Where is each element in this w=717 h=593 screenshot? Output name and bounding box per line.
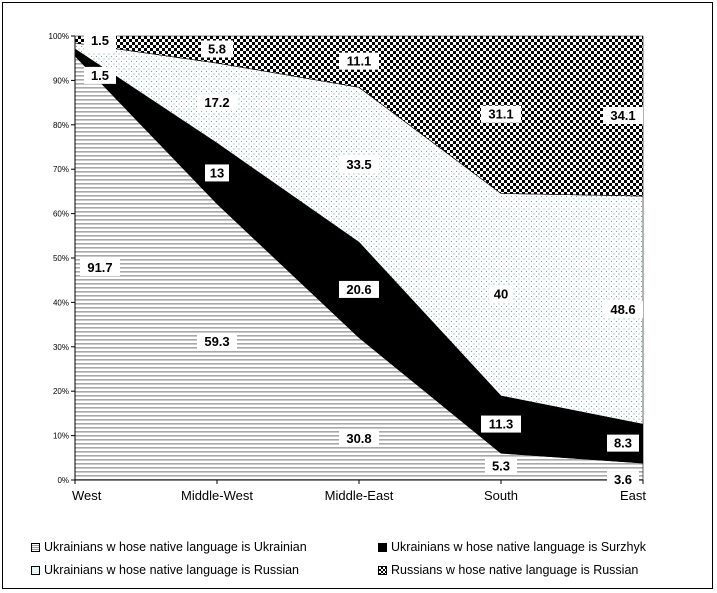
data-label: 33.5 [339, 155, 379, 173]
legend-item-ukrainian-surzhyk: Ukrainians w hose native language is Sur… [378, 540, 646, 554]
stacked-area-chart: 0% 10% 20% 30% 40% 50% 60% 70% 80% 90% 100% West Mi… [49, 32, 646, 503]
data-label-box [489, 285, 513, 303]
legend-swatch [378, 565, 387, 575]
legend-label: Russians w hose native language is Russi… [391, 563, 639, 577]
y-tick-label: 40% [53, 298, 69, 307]
data-label: 8.3 [607, 434, 639, 452]
data-label-text: 59.3 [204, 334, 229, 349]
data-label-box [339, 52, 379, 70]
data-label: 11.1 [339, 52, 379, 70]
data-label-text: 40 [494, 287, 508, 302]
data-label-box [197, 332, 237, 350]
axes [71, 35, 644, 484]
data-label-text: 5.8 [208, 42, 226, 57]
data-label-box [84, 32, 116, 49]
data-label-box [197, 94, 237, 112]
x-tick-label: Middle-East [325, 488, 394, 503]
data-label-text: 11.1 [347, 54, 372, 69]
data-label-text: 13 [210, 165, 224, 180]
data-label: 91.7 [80, 258, 120, 276]
data-label: 1.5 [84, 66, 116, 84]
y-tick-label: 80% [53, 121, 69, 130]
data-label-text: 8.3 [614, 436, 632, 451]
data-label-text: 5.3 [492, 459, 510, 474]
data-label-text: 31.1 [488, 107, 513, 122]
y-tick-label: 30% [53, 343, 69, 352]
data-label: 34.1 [603, 107, 643, 125]
y-axis-tick-labels: 0% 10% 20% 30% 40% 50% 60% 70% 80% 90% 100% [49, 32, 69, 485]
data-label-text: 30.8 [346, 431, 371, 446]
data-label: 20.6 [339, 280, 379, 298]
data-label-text: 17.2 [204, 95, 229, 110]
legend-item-ukrainian-russian: Ukrainians w hose native language is Rus… [31, 563, 299, 577]
legend-item-ukrainian-ukrainian: Ukrainians w hose native language is Ukr… [31, 540, 307, 554]
legend-label: Ukrainians w hose native language is Rus… [44, 563, 300, 577]
data-label: 40 [489, 285, 513, 303]
legend-label: Ukrainians w hose native language is Ukr… [44, 540, 307, 554]
data-label: 31.1 [481, 105, 521, 123]
data-label: 1.5 [84, 32, 116, 49]
data-label-box [80, 258, 120, 276]
data-label-box [205, 164, 229, 182]
legend-item-russian-russian: Russians w hose native language is Russi… [378, 563, 638, 577]
data-label: 3.6 [607, 471, 639, 489]
data-label-box [481, 415, 521, 433]
data-label-box [607, 434, 639, 452]
data-label: 59.3 [197, 332, 237, 350]
data-label-text: 11.3 [489, 417, 514, 432]
data-label-text: 34.1 [610, 108, 635, 123]
data-label-text: 1.5 [91, 68, 109, 83]
x-tick-label: South [484, 488, 518, 503]
data-label-box [603, 301, 643, 319]
data-label-box [339, 155, 379, 173]
data-label: 5.3 [485, 457, 517, 475]
data-label-box [485, 457, 517, 475]
y-tick-label: 70% [53, 165, 69, 174]
data-label-box [603, 107, 643, 125]
data-label-box [481, 105, 521, 123]
legend-swatch [31, 565, 40, 575]
y-tick-label: 90% [53, 76, 69, 85]
data-labels: 91.759.330.85.33.61.51320.611.38.31.317.… [80, 32, 643, 489]
data-label-text: 20.6 [346, 282, 371, 297]
area-series-4 [74, 35, 644, 197]
x-tick-label: East [620, 488, 646, 503]
y-tick-label: 0% [57, 476, 69, 485]
y-tick-label: 100% [49, 32, 69, 41]
data-label-text: 3.6 [614, 472, 632, 487]
x-tick-label: West [72, 488, 102, 503]
data-label: 13 [205, 164, 229, 182]
data-label-box [84, 66, 116, 84]
y-tick-label: 20% [53, 387, 69, 396]
data-label-text: 33.5 [346, 157, 371, 172]
data-label-text: 48.6 [610, 302, 635, 317]
x-tick-label: Middle-West [181, 488, 253, 503]
legend-swatch [31, 542, 40, 552]
series-areas [74, 35, 644, 481]
data-label-box [339, 429, 379, 447]
data-label-box [607, 471, 639, 489]
data-label: 5.8 [201, 40, 233, 58]
legend-label: Ukrainians w hose native language is Sur… [391, 540, 646, 554]
legend-swatch [378, 542, 387, 552]
data-label-text: 91.7 [87, 260, 112, 275]
data-label: 30.8 [339, 429, 379, 447]
data-label-box [201, 40, 233, 58]
data-label: 48.6 [603, 301, 643, 319]
data-label-box [339, 280, 379, 298]
y-tick-label: 10% [53, 432, 69, 441]
data-label-text: 1.5 [91, 33, 109, 48]
y-tick-label: 50% [53, 254, 69, 263]
data-label: 17.2 [197, 94, 237, 112]
data-label: 11.3 [481, 415, 521, 433]
y-tick-label: 60% [53, 210, 69, 219]
x-axis-tick-labels: West Middle-West Middle-East South East [72, 488, 646, 503]
